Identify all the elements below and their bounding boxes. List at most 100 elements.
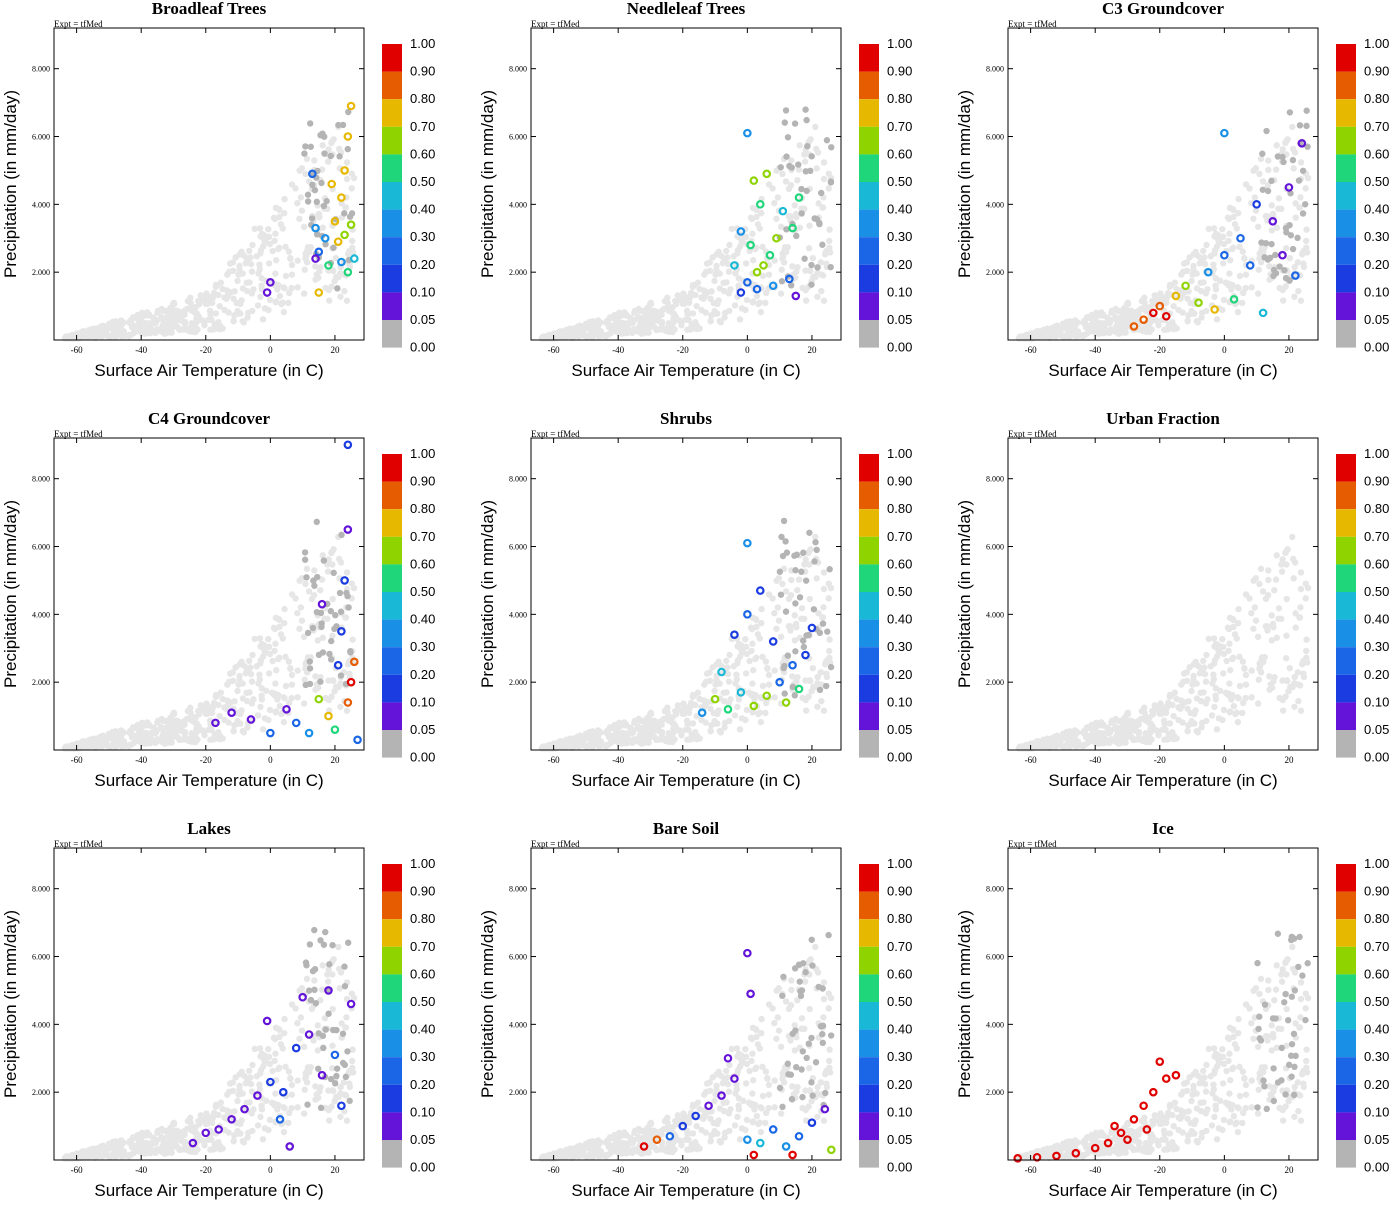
colorbar-label: 0.90 [410, 474, 435, 489]
fraction-point [1247, 262, 1253, 268]
background-point [737, 1136, 743, 1142]
background-point [648, 723, 654, 729]
background-point [181, 1131, 187, 1137]
zero-point [1281, 267, 1287, 273]
background-point [818, 288, 824, 294]
background-point [707, 1138, 713, 1144]
background-point [181, 721, 187, 727]
colorbar-swatch [859, 320, 879, 348]
background-point [1061, 334, 1067, 340]
zero-point [1300, 168, 1306, 174]
background-point [820, 272, 826, 278]
background-point [146, 1132, 152, 1138]
background-point [556, 1148, 562, 1154]
background-point [713, 1087, 719, 1093]
background-point [336, 146, 342, 152]
background-point [1211, 294, 1217, 300]
colorbar-label: 0.00 [1364, 340, 1389, 355]
zero-point [1265, 256, 1271, 262]
zero-point [1263, 240, 1269, 246]
background-point [311, 977, 317, 983]
background-point [312, 263, 318, 269]
background-point [1240, 248, 1246, 254]
colorbar-label: 0.50 [1364, 584, 1389, 599]
background-point [230, 728, 236, 734]
background-point [701, 1114, 707, 1120]
background-point [349, 185, 355, 191]
colorbar-swatch [382, 1002, 402, 1030]
background-point [1184, 728, 1190, 734]
background-point [824, 1084, 830, 1090]
background-point [272, 709, 278, 715]
background-point [238, 1117, 244, 1123]
background-point [1225, 625, 1231, 631]
background-point [826, 1046, 832, 1052]
background-point [760, 683, 766, 689]
colorbar-label: 0.60 [410, 556, 435, 571]
background-point [211, 700, 217, 706]
background-point [763, 700, 769, 706]
background-point [289, 271, 295, 277]
background-point [315, 1095, 321, 1101]
background-point [262, 715, 268, 721]
zero-point [808, 262, 814, 268]
background-point [271, 238, 277, 244]
x-tick-label: -40 [1089, 755, 1101, 765]
background-point [301, 1110, 307, 1116]
zero-point [1290, 246, 1296, 252]
background-point [1212, 282, 1218, 288]
background-point [1256, 267, 1262, 273]
colorbar-label: 0.60 [410, 966, 435, 981]
background-point [732, 302, 738, 308]
background-points [1016, 534, 1312, 752]
background-point [272, 680, 278, 686]
zero-point [781, 663, 787, 669]
zero-point [1268, 241, 1274, 247]
background-point [1220, 260, 1226, 266]
background-point [266, 670, 272, 676]
background-point [194, 736, 200, 742]
colorbar-label: 0.20 [410, 667, 435, 682]
background-point [715, 297, 721, 303]
background-point [1297, 604, 1303, 610]
colorbar-label: 0.40 [410, 612, 435, 627]
background-point [272, 691, 278, 697]
background-point [542, 333, 548, 339]
background-point [1225, 215, 1231, 221]
background-point [1297, 614, 1303, 620]
background-point [682, 295, 688, 301]
background-point [746, 658, 752, 664]
colorbar-label: 0.40 [1364, 202, 1389, 217]
background-point [739, 305, 745, 311]
background-point [813, 575, 819, 581]
background-point [810, 255, 816, 261]
zero-point [804, 143, 810, 149]
colorbar-swatch [859, 154, 879, 182]
background-point [615, 1134, 621, 1140]
colorbar-swatch [1336, 72, 1356, 100]
background-point [86, 327, 92, 333]
fraction-point [751, 177, 757, 183]
background-points [62, 124, 358, 342]
background-point [281, 620, 287, 626]
background-point [814, 680, 820, 686]
background-point [1246, 185, 1252, 191]
colorbar-label: 0.30 [1364, 639, 1389, 654]
background-point [813, 165, 819, 171]
zero-point [818, 190, 824, 196]
background-point [1271, 587, 1277, 593]
fraction-point [780, 208, 786, 214]
background-point [254, 1073, 260, 1079]
colorbar-label: 0.60 [887, 556, 912, 571]
background-point [120, 729, 126, 735]
background-point [771, 1104, 777, 1110]
background-point [713, 677, 719, 683]
background-point [1074, 319, 1080, 325]
zero-point [307, 658, 313, 664]
background-point [257, 1114, 263, 1120]
background-point [597, 333, 603, 339]
colorbar-swatch [1336, 154, 1356, 182]
zero-point [803, 577, 809, 583]
fraction-point [345, 269, 351, 275]
